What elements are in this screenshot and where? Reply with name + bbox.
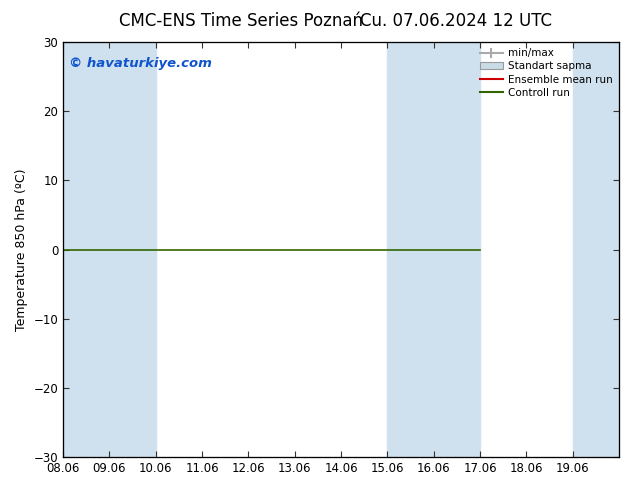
Bar [63, 42, 156, 457]
Text: CMC-ENS Time Series Poznań: CMC-ENS Time Series Poznań [119, 12, 363, 30]
Y-axis label: Temperature 850 hPa (ºC): Temperature 850 hPa (ºC) [15, 169, 28, 331]
Bar [387, 42, 480, 457]
Text: Cu. 07.06.2024 12 UTC: Cu. 07.06.2024 12 UTC [361, 12, 552, 30]
Text: © havaturkiye.com: © havaturkiye.com [68, 56, 212, 70]
Legend: min/max, Standart sapma, Ensemble mean run, Controll run: min/max, Standart sapma, Ensemble mean r… [476, 44, 617, 102]
Bar [573, 42, 619, 457]
